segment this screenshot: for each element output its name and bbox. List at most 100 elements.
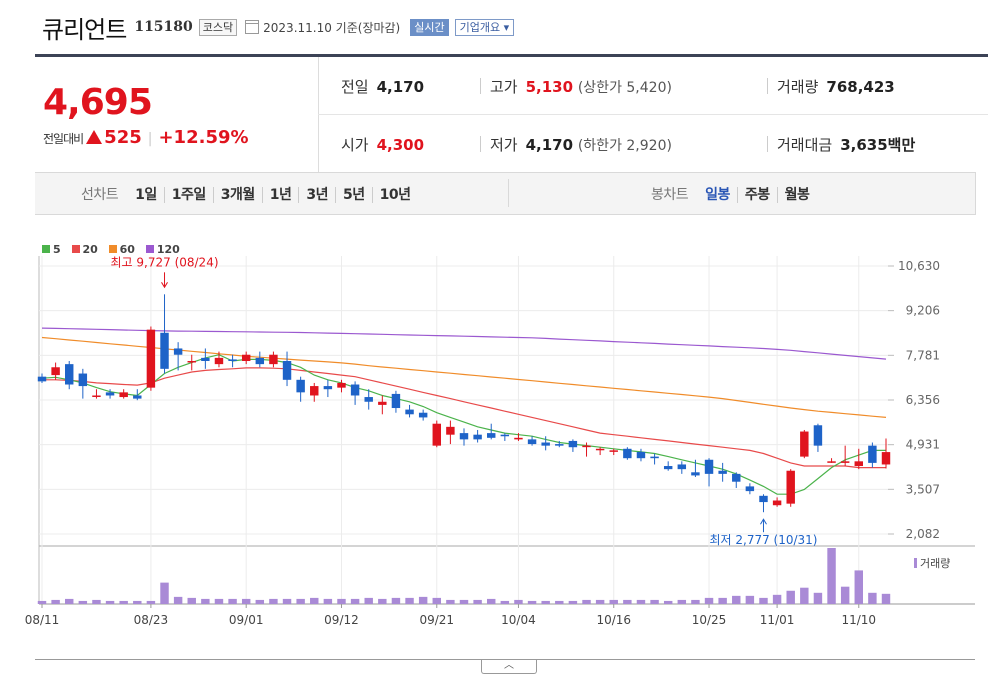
tab-1y[interactable]: 1년 <box>261 187 299 203</box>
tab-3m[interactable]: 3개월 <box>212 187 262 203</box>
upper-limit: (상한가 5,420) <box>577 80 672 96</box>
volume-bar <box>623 599 632 604</box>
volume-bar <box>378 598 387 604</box>
x-tick-label: 10/25 <box>692 613 727 627</box>
candle-body <box>405 409 414 415</box>
volume-bar <box>813 592 823 604</box>
volume-bar <box>555 600 564 604</box>
high-cell: 고가 5,130 (상한가 5,420) <box>480 76 672 97</box>
candle-chart-label: 봉차트 <box>651 187 689 203</box>
volume-label: 거래량 <box>920 557 950 570</box>
volume-bar <box>772 594 782 604</box>
candle-body <box>718 470 727 474</box>
candle-body <box>378 401 387 405</box>
candle-body <box>582 445 591 448</box>
volume-bar <box>868 592 877 604</box>
candle-body <box>609 450 618 452</box>
trade-value-cell: 거래대금 3,635백만 <box>767 134 915 155</box>
tab-daily[interactable]: 일봉 <box>705 187 730 203</box>
cell-divider <box>767 136 768 152</box>
legend-label: 60 <box>119 243 135 256</box>
candle-body <box>282 360 292 380</box>
candle-body <box>310 386 319 396</box>
volume-bar <box>119 600 128 604</box>
change-label: 전일대비 <box>43 132 84 146</box>
candle-body <box>92 395 101 397</box>
candle-body <box>868 445 877 463</box>
candle-body <box>772 500 782 506</box>
x-tick-label: 10/16 <box>596 613 631 627</box>
chart-axes: 10,630 9,206 7,781 6,356 4,931 3,507 2,082 08/1… <box>25 259 940 627</box>
volume-bar <box>827 548 836 604</box>
volume-bar <box>527 600 537 604</box>
tab-monthly[interactable]: 월봉 <box>776 187 817 203</box>
volume-bar <box>350 598 360 604</box>
volume-bar <box>786 590 795 604</box>
candle-body <box>432 423 441 446</box>
tab-10y[interactable]: 10년 <box>371 187 418 203</box>
cell-divider <box>480 78 481 94</box>
quote-box: 4,695 전일대비 525 | +12.59% 전일 4,170 고가 5,130 (상… <box>35 57 988 172</box>
volume-value: 768,423 <box>826 78 895 96</box>
volume-bar <box>214 598 224 604</box>
volume-bar <box>228 598 237 604</box>
volume-bar <box>718 597 727 604</box>
prev-close-label: 전일 <box>341 78 369 96</box>
candle-body <box>881 452 891 465</box>
candle-body <box>119 392 128 398</box>
volume-bar <box>37 600 47 604</box>
candle-body <box>555 444 564 446</box>
candle-body <box>786 470 795 504</box>
volume-bar <box>187 597 196 604</box>
candle-body <box>691 472 700 476</box>
volume-bar <box>323 598 333 604</box>
tab-1d[interactable]: 1일 <box>135 187 157 203</box>
realtime-button[interactable]: 실시간 <box>410 18 449 36</box>
candle-body <box>350 384 360 396</box>
candle-body <box>391 393 401 409</box>
candle-body <box>745 486 755 492</box>
legend-label: 20 <box>82 243 98 256</box>
open-label: 시가 <box>341 136 369 154</box>
y-tick-label: 9,206 <box>906 304 940 318</box>
volume-bar <box>133 600 142 604</box>
candle-body <box>269 354 278 365</box>
candle-body <box>214 357 224 365</box>
prev-close-value: 4,170 <box>376 78 425 96</box>
legend-ma60: 60 <box>108 243 135 256</box>
candle-body <box>732 473 741 482</box>
stock-code: 115180 <box>134 19 193 35</box>
collapse-chart-button[interactable]: ︿ <box>481 660 537 674</box>
chevron-up-icon: ︿ <box>504 660 514 671</box>
candle-body <box>323 386 333 390</box>
volume-bar <box>487 598 496 604</box>
company-name: 큐리언트 <box>42 15 127 44</box>
line-chart-tabs: 선차트 1일 1주일 3개월 1년 3년 5년 10년 <box>81 184 418 204</box>
candlestick-series <box>37 294 891 513</box>
open-value: 4,300 <box>376 136 425 154</box>
tab-1w[interactable]: 1주일 <box>163 187 213 203</box>
tab-3y[interactable]: 3년 <box>298 187 336 203</box>
volume-bars: 거래량 <box>37 548 950 604</box>
candle-body <box>296 379 305 393</box>
volume-bar <box>105 600 115 604</box>
x-tick-label: 11/01 <box>760 613 795 627</box>
company-info-button[interactable]: 기업개요 ▾ <box>454 18 515 36</box>
tab-weekly[interactable]: 주봉 <box>736 187 777 203</box>
candle-body <box>800 431 809 457</box>
legend-swatch <box>145 245 154 253</box>
legend-ma120: 120 <box>145 243 180 256</box>
market-badge: 코스닥 <box>198 18 238 36</box>
low-label: 저가 <box>490 136 518 154</box>
legend-ma20: 20 <box>71 243 98 256</box>
ma-legend: 5 20 60 120 <box>42 243 187 256</box>
volume-bar <box>881 593 891 604</box>
volume-bar <box>241 598 251 604</box>
volume-legend-swatch <box>914 558 917 568</box>
volume-bar <box>745 595 755 604</box>
volume-bar <box>364 597 373 604</box>
x-tick-label: 11/10 <box>841 613 876 627</box>
candle-body <box>446 426 455 435</box>
low-cell: 저가 4,170 (하한가 2,920) <box>480 134 672 155</box>
tab-5y[interactable]: 5년 <box>335 187 372 203</box>
